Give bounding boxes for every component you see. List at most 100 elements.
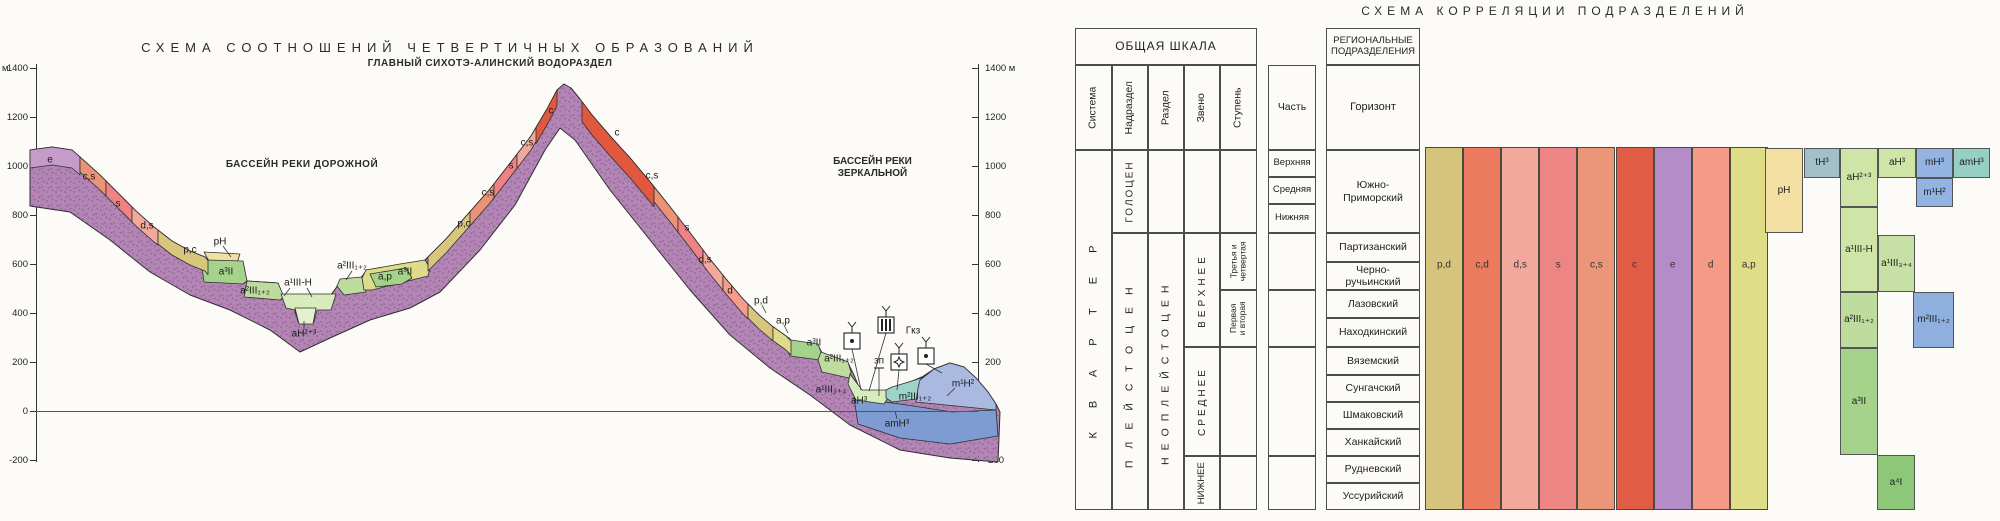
antenna — [925, 336, 931, 343]
index-box: m¹H² — [1916, 178, 1953, 207]
index-box-text: a⁴I — [1889, 476, 1903, 488]
index-box-text: m²III₁₊₂ — [1917, 314, 1950, 326]
horizon-cell: Уссурийский — [1326, 483, 1420, 510]
strata-label: p,d — [754, 295, 768, 307]
index-box-text: amH³ — [1959, 157, 1984, 169]
strata-label: a²III₁₊₂ — [337, 260, 367, 272]
strata-label: c,s — [82, 171, 96, 183]
index-box-text: m¹H² — [1923, 186, 1946, 198]
column-header-2: Надраздел — [1112, 65, 1148, 150]
axis-tick-label: 400 — [985, 308, 1001, 319]
lithology-band — [1577, 147, 1616, 510]
strata-label: c,s — [520, 137, 534, 149]
horizon-cell-text: Южно-Приморский — [1343, 179, 1403, 204]
zveno-upper-text: ВЕРХНЕЕ — [1196, 252, 1208, 328]
column-header-4: Звено — [1184, 65, 1220, 150]
axis-tick-label: 1000 — [985, 161, 1007, 172]
axis-tick-label: 0 — [22, 406, 28, 417]
basin-left-label: БАССЕЙН РЕКИ ДОРОЖНОЙ — [225, 159, 379, 170]
symbol-dot — [917, 336, 935, 365]
horizon-cell-text: Партизанский — [1339, 241, 1407, 254]
lithology-band-label: d — [1707, 259, 1714, 271]
marine-m1H2-hill — [915, 362, 997, 411]
right-axis-tick — [972, 68, 978, 69]
right-axis-tick — [972, 313, 978, 314]
stratum-c-east — [581, 101, 655, 208]
horizon-cell-text: Вяземский — [1347, 354, 1399, 367]
left-axis-tick — [30, 215, 36, 216]
terrace-a2III-left — [243, 280, 285, 301]
pointer-line — [306, 287, 313, 298]
strata-label: c — [548, 105, 554, 117]
lithology-band-label: e — [1669, 259, 1676, 271]
lithology-band-label: d,s — [1513, 259, 1527, 271]
index-box: amH³ — [1953, 148, 1990, 178]
index-box: a⁴I — [1877, 455, 1915, 510]
axis-tick-label: 1200 — [6, 112, 28, 123]
cross-section-subtitle: ГЛАВНЫЙ СИХОТЭ-АЛИНСКИЙ ВОДОРАЗДЕЛ — [367, 58, 613, 69]
part-cell: Нижняя — [1268, 204, 1316, 233]
axis-tick-label: 1400 м — [985, 63, 1016, 74]
pointer-line — [851, 348, 862, 391]
index-box: a³II — [1840, 348, 1878, 455]
symbol-stripes — [877, 305, 895, 334]
pointer-line — [283, 287, 291, 297]
strata-label: pH — [213, 236, 227, 248]
axis-tick-label: -200 — [8, 455, 28, 466]
marine-amh-deposit — [853, 397, 999, 445]
right-axis-tick — [972, 264, 978, 265]
left-axis-tick — [30, 313, 36, 314]
system-cell-text: КВАРТЕР — [1087, 221, 1100, 439]
horizon-cell-text: Находкинский — [1338, 326, 1408, 339]
strata-label: a,p — [776, 315, 790, 327]
lithology-band — [1463, 147, 1502, 510]
pointer-line — [946, 387, 956, 397]
antenna — [898, 342, 904, 349]
strata-label: c — [614, 127, 620, 139]
strata-label: s — [684, 222, 690, 234]
axis-tick-label: 600 — [12, 259, 28, 270]
valley-pocket-aH — [294, 307, 317, 325]
pointer-line — [761, 304, 767, 314]
column-header-2-text: Надраздел — [1123, 80, 1136, 135]
nadrazdel-holocene-text: ГОЛОЦЕН — [1124, 160, 1136, 223]
antenna — [847, 321, 853, 328]
lithology-band — [1425, 147, 1464, 510]
antenna — [885, 305, 891, 312]
part-empty — [1268, 456, 1316, 510]
stupen-1-2-text: Первая и вторая — [1228, 301, 1248, 336]
horizon-cell: Ханкайский — [1326, 429, 1420, 456]
lithology-band — [1729, 147, 1768, 510]
part-header-text: Часть — [1277, 101, 1307, 114]
index-box: a¹III-H — [1840, 207, 1878, 292]
index-box-text: pH — [1777, 184, 1791, 196]
lithology-band-label: c — [1632, 259, 1637, 271]
strata-label: aH²⁺³ — [291, 328, 317, 340]
stupen-1-2: Первая и вторая — [1220, 290, 1257, 347]
index-box-text: mH³ — [1925, 157, 1944, 169]
index-box: aH²⁺³ — [1840, 148, 1878, 207]
razdel-empty — [1148, 150, 1184, 233]
stratum-d — [722, 274, 749, 320]
index-box: pH — [1765, 148, 1803, 233]
strata-label: a²III₁₊₂ — [240, 285, 270, 297]
strata-label: Гкз — [905, 325, 921, 337]
horizon-cell: Партизанский — [1326, 233, 1420, 262]
symbol-box — [890, 353, 908, 371]
horizon-header-text: Горизонт — [1350, 101, 1396, 114]
razdel-neopleistocene-text: НЕОПЛЕЙСТОЦЕН — [1159, 278, 1172, 465]
general-scale-header-text: ОБЩАЯ ШКАЛА — [1115, 38, 1217, 53]
horizon-cell: Лазовский — [1326, 290, 1420, 318]
part-cell-text: Верхняя — [1273, 157, 1311, 169]
stratum-pc — [157, 229, 209, 276]
lithology-band-label: p,d — [1437, 259, 1451, 271]
index-box-text: a²III₁₊₂ — [1844, 314, 1874, 326]
horizon-cell-text: Сунгачский — [1345, 382, 1401, 395]
general-scale-header: ОБЩАЯ ШКАЛА — [1075, 28, 1257, 65]
horizon-cell: Черно-ручьинский — [1326, 262, 1420, 290]
strata-label: a¹III₃₊₄ — [815, 384, 847, 396]
zveno-empty — [1184, 150, 1220, 233]
pointer-line — [783, 324, 789, 334]
strata-label: a,p — [378, 271, 392, 283]
